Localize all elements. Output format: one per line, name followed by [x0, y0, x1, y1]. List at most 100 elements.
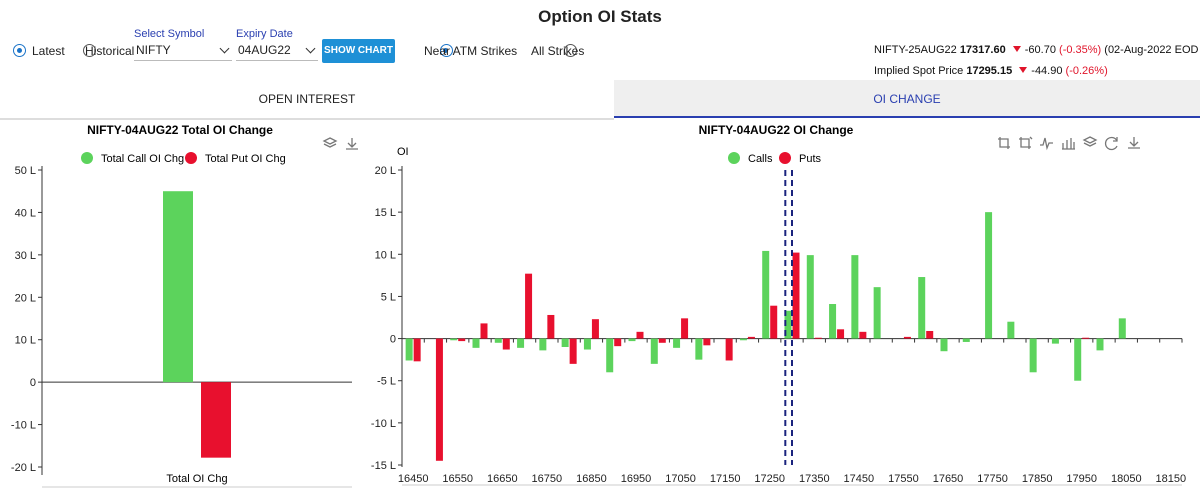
x-tick-label: 16750 [532, 473, 563, 485]
bar-call[interactable] [450, 338, 458, 341]
bar-put[interactable] [201, 382, 231, 458]
download-icon[interactable] [346, 138, 358, 150]
bar-call[interactable] [628, 338, 636, 342]
bar-call[interactable] [163, 191, 193, 383]
bar-put[interactable] [547, 314, 555, 339]
spot-change: -44.90 [1031, 65, 1063, 77]
bar-call[interactable] [918, 277, 926, 339]
chart-title: NIFTY-04AUG22 Total OI Change [87, 123, 273, 137]
bar-call[interactable] [873, 287, 881, 339]
bar-put[interactable] [770, 305, 778, 339]
historical-radio[interactable] [83, 44, 97, 57]
historical-label[interactable]: Historical [85, 44, 135, 58]
bar-call[interactable] [1074, 338, 1082, 381]
legend-label[interactable]: Total Call OI Chg [101, 153, 184, 165]
bar-put[interactable] [792, 252, 800, 339]
show-chart-button[interactable]: SHOW CHART [322, 39, 395, 63]
layers-icon[interactable] [322, 137, 338, 148]
bar-put[interactable] [747, 336, 755, 339]
latest-radio[interactable] [13, 44, 26, 57]
bar-call[interactable] [762, 250, 770, 339]
refresh-icon[interactable] [1104, 136, 1118, 151]
bar-call[interactable] [561, 338, 569, 347]
legend-label[interactable]: Calls [748, 153, 773, 165]
bar-put[interactable] [1082, 337, 1090, 339]
futures-date: (02-Aug-2022 EOD ) [1104, 44, 1200, 56]
bar-call[interactable] [851, 255, 859, 339]
bar-call[interactable] [1051, 338, 1059, 344]
bar-call[interactable] [829, 304, 837, 339]
symbol-select[interactable]: NIFTY [134, 41, 232, 61]
bar-put[interactable] [658, 338, 666, 343]
bar-put[interactable] [926, 330, 934, 339]
legend-swatch-puts[interactable] [185, 152, 197, 164]
x-tick-label: 17850 [1022, 473, 1053, 485]
expiry-select[interactable]: 04AUG22 [236, 41, 318, 61]
bar-call[interactable] [583, 338, 591, 350]
bar-call[interactable] [695, 338, 703, 360]
bar-call[interactable] [739, 338, 747, 341]
bar-put[interactable] [413, 338, 421, 362]
bar-call[interactable] [673, 338, 681, 348]
bar-call[interactable] [1029, 338, 1037, 373]
futures-change: -60.70 [1024, 44, 1056, 56]
legend-label[interactable]: Total Put OI Chg [205, 153, 286, 165]
download-icon[interactable] [1128, 137, 1140, 149]
bar-put[interactable] [458, 338, 466, 342]
x-tick-label: 17150 [710, 473, 741, 485]
bar-call[interactable] [1096, 338, 1104, 351]
bar-call[interactable] [606, 338, 614, 373]
bar-call[interactable] [472, 338, 480, 348]
bar-put[interactable] [591, 319, 599, 339]
bar-call[interactable] [539, 338, 547, 351]
x-tick-label: 16950 [621, 473, 652, 485]
legend-swatch-calls[interactable] [728, 152, 740, 164]
bar-call[interactable] [1007, 321, 1015, 339]
bar-put[interactable] [614, 338, 622, 347]
near-atm-radio[interactable] [439, 44, 453, 57]
legend-label[interactable]: Puts [799, 153, 822, 165]
all-strikes-radio[interactable] [564, 44, 578, 57]
bar-call[interactable] [985, 212, 993, 339]
bar-put[interactable] [725, 338, 733, 361]
bar-put[interactable] [814, 337, 822, 339]
x-tick-label: 17550 [888, 473, 919, 485]
bar-put[interactable] [525, 273, 533, 339]
bar-put[interactable] [681, 318, 689, 339]
bar-call[interactable] [784, 310, 792, 339]
bar-call[interactable] [650, 338, 658, 364]
bar-call[interactable] [405, 338, 413, 361]
oi-change-chart: NIFTY-04AUG22 OI Change OI Calls Puts 20… [371, 123, 1186, 486]
legend: Calls Puts [728, 152, 822, 165]
bar-put[interactable] [435, 338, 443, 461]
x-tick-label: 16650 [487, 473, 518, 485]
bar-call[interactable] [940, 338, 948, 352]
bar-chart-icon[interactable] [1062, 138, 1075, 150]
all-strikes-label[interactable]: All Strikes [531, 44, 585, 58]
zoom-reset-icon[interactable] [1019, 136, 1033, 149]
futures-name: NIFTY-25AUG22 [874, 44, 957, 56]
bar-call[interactable] [962, 338, 970, 342]
bar-put[interactable] [480, 323, 488, 339]
bar-put[interactable] [903, 336, 911, 339]
legend-swatch-puts[interactable] [779, 152, 791, 164]
bar-call[interactable] [494, 338, 502, 343]
bar-put[interactable] [636, 331, 644, 339]
bar-call[interactable] [806, 255, 814, 339]
bar-put[interactable] [569, 338, 577, 364]
zoom-icon[interactable] [998, 137, 1010, 149]
line-chart-icon[interactable] [1040, 137, 1053, 151]
bar-call[interactable] [1118, 318, 1126, 339]
tab-oi-change[interactable]: OI CHANGE [614, 80, 1200, 118]
x-tick-label: 17250 [754, 473, 785, 485]
latest-label[interactable]: Latest [32, 44, 65, 58]
bar-put[interactable] [837, 329, 845, 339]
near-atm-label[interactable]: Near ATM Strikes [424, 44, 518, 58]
layers-icon[interactable] [1082, 136, 1098, 147]
bar-put[interactable] [859, 331, 867, 339]
bar-put[interactable] [502, 338, 510, 350]
legend-swatch-calls[interactable] [81, 152, 93, 164]
bar-put[interactable] [703, 338, 711, 346]
bar-call[interactable] [517, 338, 525, 348]
tab-open-interest[interactable]: OPEN INTEREST [0, 80, 614, 118]
